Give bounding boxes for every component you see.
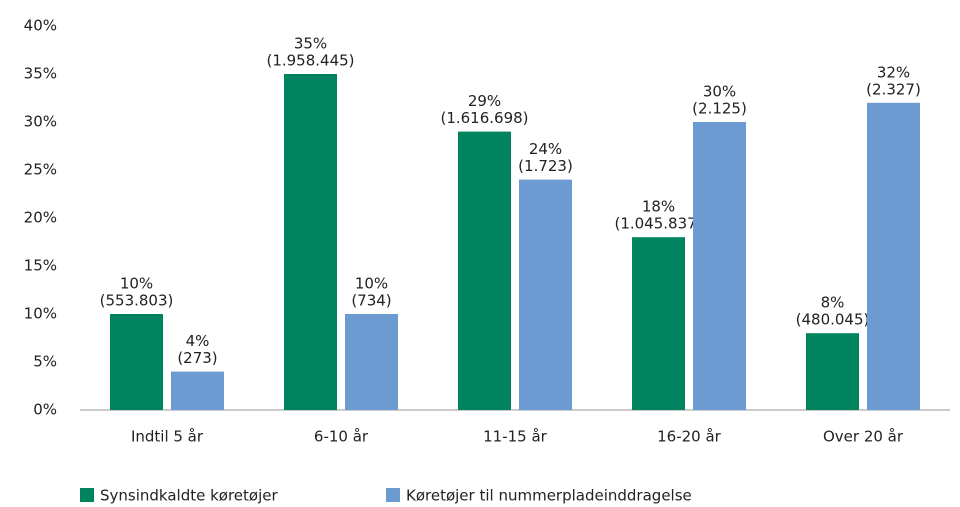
value-label: 10% [355,275,388,293]
y-tick-label: 30% [24,113,57,131]
bar [171,371,224,410]
count-label: (1.958.445) [266,52,354,70]
count-label: (2.327) [866,80,921,98]
y-tick-label: 5% [33,353,57,371]
value-label: 29% [468,92,501,110]
count-label: (734) [351,292,391,310]
bar [519,179,572,410]
count-label: (1.723) [518,157,573,175]
value-label: 30% [703,83,736,101]
count-label: (2.125) [692,100,747,118]
bar [458,131,511,410]
x-tick-label: Indtil 5 år [131,428,204,446]
legend-label: Køretøjer til nummerpladeinddragelse [406,487,692,505]
value-label: 32% [877,63,910,81]
x-tick-label: 16-20 år [657,428,722,446]
value-label: 8% [821,294,845,312]
value-label: 18% [642,198,675,216]
legend-label: Synsindkaldte køretøjer [100,487,278,505]
y-tick-label: 35% [24,65,57,83]
x-tick-label: Over 20 år [823,428,904,446]
bar [693,122,746,410]
y-tick-label: 25% [24,161,57,179]
count-label: (480.045) [796,311,870,329]
value-label: 10% [120,275,153,293]
count-label: (273) [177,349,217,367]
y-tick-label: 15% [24,257,57,275]
value-label: 4% [186,332,210,350]
bar [345,314,398,410]
count-label: (553.803) [100,292,174,310]
count-label: (1.616.698) [440,109,528,127]
y-tick-label: 20% [24,209,57,227]
x-tick-label: 6-10 år [314,428,369,446]
y-tick-label: 40% [24,17,57,35]
legend-swatch [386,488,400,502]
bar [806,333,859,410]
y-tick-label: 10% [24,305,57,323]
legend-swatch [80,488,94,502]
bar [284,74,337,410]
value-label: 35% [294,35,327,53]
y-tick-label: 0% [33,401,57,419]
bar [867,102,920,411]
x-tick-label: 11-15 år [483,428,548,446]
bar [632,237,685,410]
count-label: (1.045.837) [614,215,702,233]
bar [110,314,163,410]
value-label: 24% [529,140,562,158]
